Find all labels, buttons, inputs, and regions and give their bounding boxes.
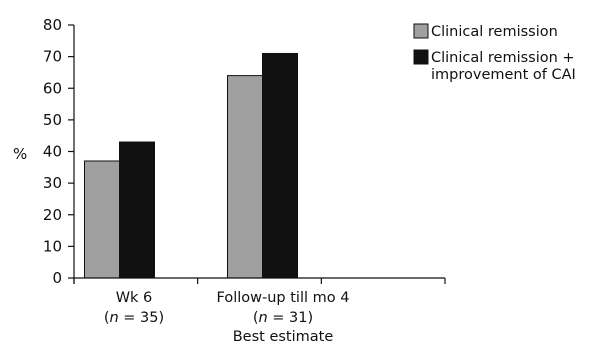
legend: Clinical remission Clinical remission + … — [413, 23, 576, 83]
category-label-1-line2: (n = 35) — [104, 310, 164, 326]
bar-clinical-remission-cat2 — [227, 75, 263, 279]
legend-label-clinical-remission-improvement-line2: improvement of CAI — [431, 67, 576, 83]
y-tick-label-80: 80 — [43, 16, 62, 34]
y-tick-label-40: 40 — [43, 143, 62, 161]
bars-layer — [84, 52, 298, 279]
legend-label-clinical-remission: Clinical remission — [431, 24, 558, 40]
x-ticks-layer — [73, 278, 446, 284]
bar-clinical-remission-improvement-cat2 — [262, 52, 298, 279]
category-label-2-line2: (n = 31) — [253, 310, 313, 326]
legend-swatch-clinical-remission — [413, 23, 429, 39]
category-label-2-line3: Best estimate — [233, 329, 334, 345]
category-label-2-line1: Follow-up till mo 4 — [217, 290, 350, 306]
y-tick-label-20: 20 — [43, 206, 62, 224]
y-tick-label-0: 0 — [52, 269, 62, 287]
bar-clinical-remission-cat1 — [84, 160, 120, 279]
y-axis-label: % — [13, 145, 27, 163]
legend-label-clinical-remission-improvement-line1: Clinical remission + — [431, 50, 575, 66]
y-tick-label-50: 50 — [43, 111, 62, 129]
bar-clinical-remission-improvement-cat1 — [119, 141, 155, 279]
y-tick-label-60: 60 — [43, 79, 62, 97]
y-tick-label-10: 10 — [43, 237, 62, 255]
legend-swatch-clinical-remission-improvement — [413, 49, 429, 65]
y-tick-label-30: 30 — [43, 174, 62, 192]
y-tick-label-70: 70 — [43, 48, 62, 66]
y-ticks-layer: 0 10 20 30 40 50 60 70 80 — [43, 16, 74, 287]
category-label-1-line1: Wk 6 — [116, 290, 153, 306]
